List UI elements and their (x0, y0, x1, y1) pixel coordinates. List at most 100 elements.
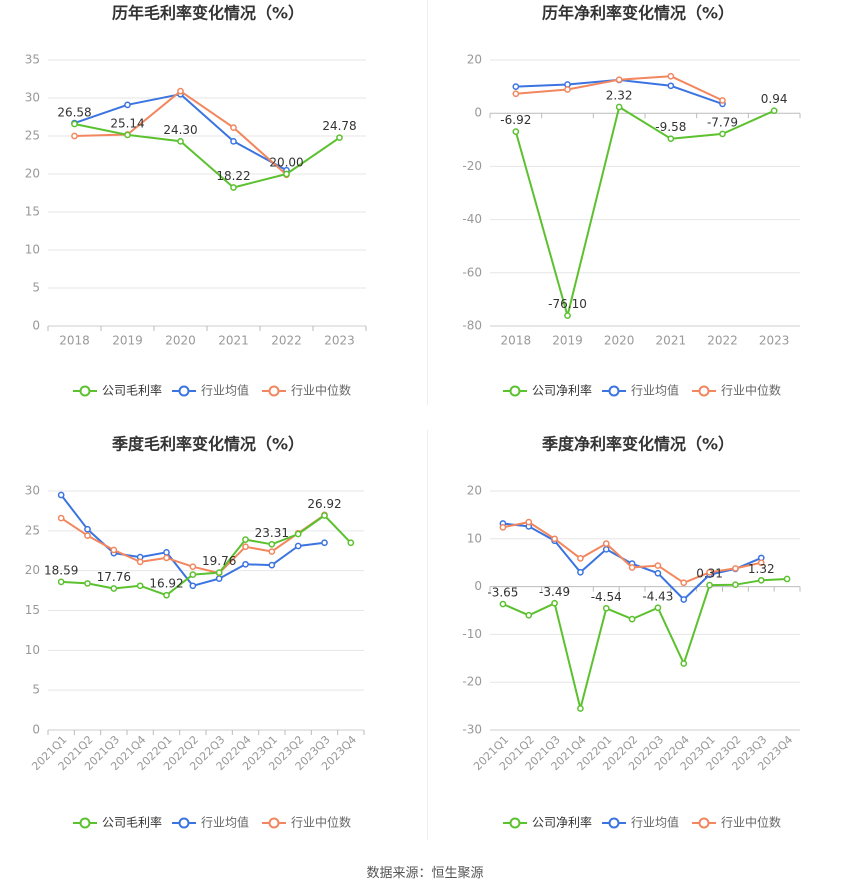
y-tick-label: -10 (462, 627, 482, 641)
y-tick-label: 25 (25, 129, 40, 143)
legend-item: 行业均值 (172, 383, 249, 398)
series-line-company (502, 578, 788, 710)
legend-label: 行业中位数 (291, 815, 351, 830)
legend-label: 行业均值 (631, 815, 679, 830)
legend-swatch-marker (178, 817, 190, 829)
legend-swatch-marker (698, 385, 710, 397)
data-point (230, 184, 237, 191)
legend-swatch-marker (698, 817, 710, 829)
data-point (242, 543, 249, 551)
series-line-company (514, 106, 775, 317)
data-label: 25.14 (110, 116, 144, 130)
data-point (230, 137, 237, 145)
legend-label: 公司毛利率 (102, 815, 162, 830)
y-tick-label: 10 (25, 243, 40, 257)
data-point (242, 560, 249, 568)
data-point (177, 87, 184, 95)
legend-item: 公司毛利率 (73, 383, 162, 398)
y-tick-label: -40 (462, 212, 482, 226)
y-tick-label: 0 (32, 723, 40, 737)
data-label: -4.54 (591, 590, 622, 604)
data-point (294, 530, 302, 538)
data-point (602, 604, 610, 612)
data-point (525, 611, 533, 619)
y-tick-label: 20 (25, 167, 40, 181)
data-label: 24.30 (163, 123, 197, 137)
data-point (757, 559, 765, 567)
data-point (667, 72, 675, 80)
data-point (706, 581, 713, 589)
data-point (57, 491, 65, 499)
data-point (136, 582, 144, 590)
data-label: 0.94 (761, 92, 788, 106)
data-label: 0.31 (696, 567, 723, 581)
data-label: -9.58 (655, 120, 686, 134)
data-point (732, 581, 739, 589)
data-point (242, 536, 249, 543)
y-tick-label: 35 (25, 53, 40, 67)
legend-item: 行业均值 (172, 815, 249, 830)
data-point (654, 562, 662, 569)
data-point (680, 579, 688, 587)
data-label: 1.32 (748, 562, 775, 576)
data-point (680, 596, 688, 603)
legend-item: 行业均值 (602, 383, 679, 398)
y-tick-label: 0 (474, 579, 482, 593)
legend-swatch-marker (268, 385, 280, 397)
data-label: 18.22 (216, 169, 250, 183)
y-tick-label: -20 (462, 675, 482, 689)
series-line-company (74, 123, 341, 189)
legend-item: 公司净利率 (503, 815, 592, 830)
x-tick-label: 2023 (324, 334, 355, 348)
legend-item: 行业中位数 (692, 383, 781, 398)
data-point (512, 90, 520, 98)
data-label: -7.79 (707, 115, 738, 129)
data-point (84, 580, 91, 587)
legend-swatch-marker (79, 385, 91, 397)
data-point (124, 101, 131, 109)
data-label: 16.92 (149, 577, 183, 591)
legend-swatch-marker (178, 385, 190, 397)
legend-label: 行业中位数 (721, 815, 781, 830)
y-tick-label: 20 (467, 484, 482, 498)
data-point (294, 542, 302, 550)
data-point (602, 540, 610, 547)
data-point (654, 569, 662, 577)
y-tick-label: 5 (32, 281, 40, 295)
data-point (628, 564, 636, 571)
data-point (577, 568, 584, 576)
chart-title: 历年毛利率变化情况（%） (112, 4, 304, 23)
data-point (84, 525, 91, 533)
data-point (177, 137, 184, 145)
y-tick-label: 30 (25, 91, 40, 105)
chart-panel-3: 季度毛利率变化情况（%）0510152025302021Q12021Q22021… (25, 435, 365, 830)
chart-panel-4: 季度净利率变化情况（%）-30-20-10010202021Q12021Q220… (462, 435, 801, 830)
data-point (551, 599, 558, 607)
x-tick-label: 2018 (59, 334, 90, 348)
data-label: -76.10 (548, 297, 587, 311)
data-point (577, 555, 584, 562)
y-tick-label: -60 (462, 265, 482, 279)
x-tick-label: 2022 (707, 334, 738, 348)
data-point (732, 565, 739, 572)
y-tick-label: 20 (467, 53, 482, 67)
data-point (499, 523, 507, 531)
y-tick-label: 25 (25, 523, 40, 537)
data-point (268, 548, 276, 555)
data-point (163, 591, 170, 599)
data-label: 19.76 (202, 554, 236, 568)
data-point (577, 705, 584, 712)
data-point (268, 540, 276, 548)
data-point (602, 545, 610, 553)
legend-item: 公司净利率 (503, 383, 592, 398)
y-tick-label: 10 (467, 531, 482, 545)
data-label: 26.58 (57, 105, 91, 119)
data-point (230, 124, 237, 131)
data-point (667, 82, 675, 90)
data-point (719, 97, 726, 104)
series-line-company (61, 514, 352, 597)
data-point (57, 578, 65, 586)
data-point (628, 615, 636, 623)
y-tick-label: -20 (462, 159, 482, 173)
